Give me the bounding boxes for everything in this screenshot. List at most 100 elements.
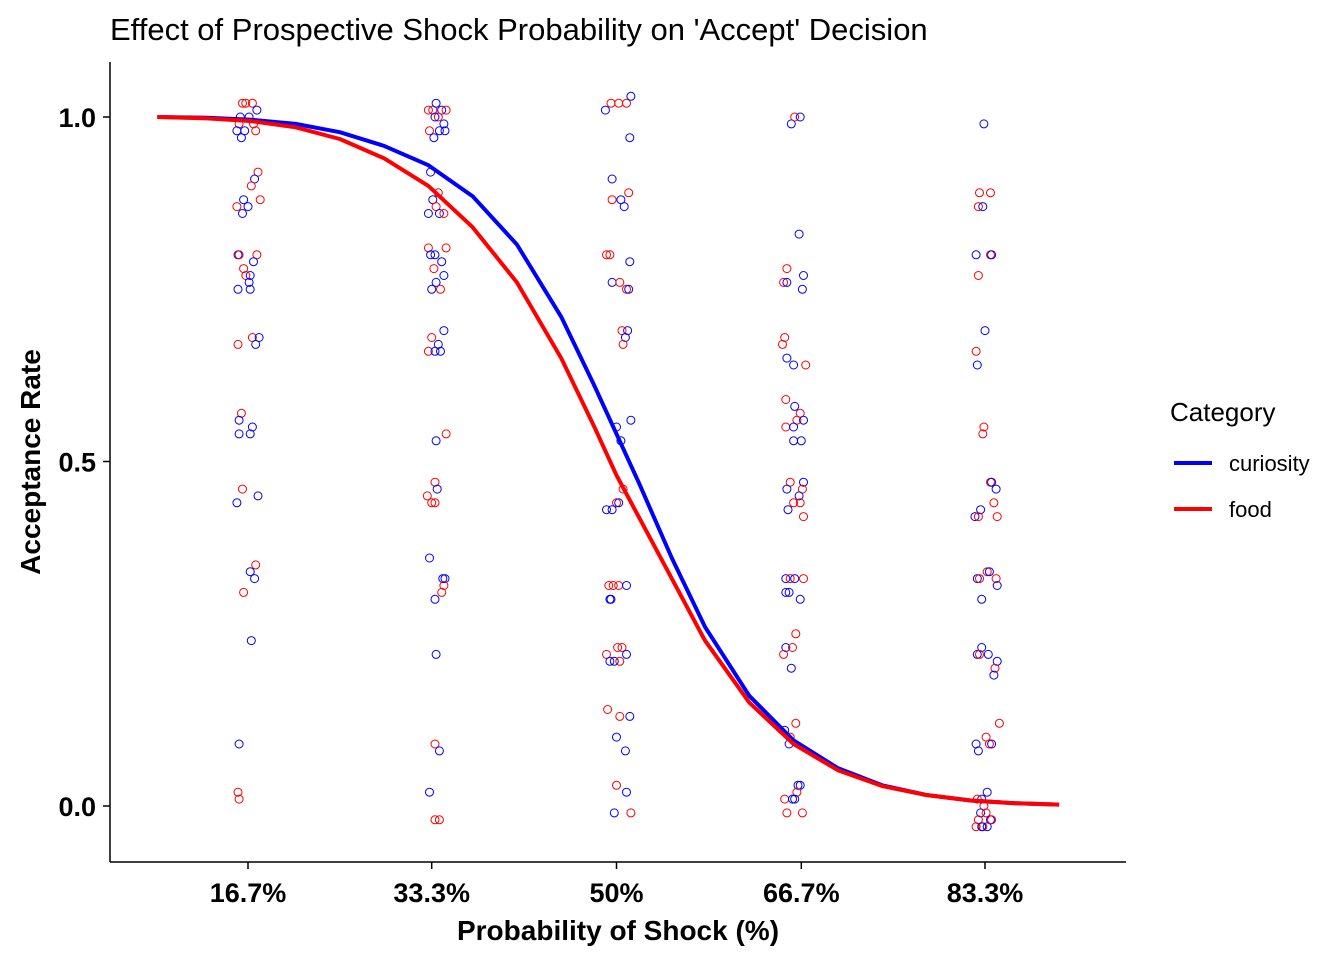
- x-tick-label: 66.7%: [763, 878, 840, 908]
- y-axis-ticks: 0.0 0.5 1.0: [58, 103, 110, 822]
- curiosity-point: [612, 732, 621, 742]
- x-axis-title: Probability of Shock (%): [457, 915, 779, 946]
- food-point: [622, 98, 631, 108]
- curiosity-point: [252, 105, 262, 115]
- food-point: [782, 264, 792, 274]
- curiosity-point: [434, 126, 444, 136]
- curiosity-point: [430, 112, 440, 122]
- curiosity-point: [622, 649, 631, 659]
- food-point: [799, 512, 808, 522]
- food-point: [603, 705, 613, 714]
- curiosity-point: [439, 119, 449, 129]
- curiosity-point: [790, 401, 800, 411]
- curiosity-point: [976, 808, 986, 818]
- curiosity-point: [607, 277, 617, 287]
- x-axis-ticks: 16.7% 33.3% 50% 66.7% 83.3%: [210, 862, 1024, 908]
- food-point: [241, 98, 251, 108]
- curiosity-point: [430, 346, 440, 356]
- curiosity-point: [614, 498, 624, 508]
- curiosity-point: [247, 422, 257, 432]
- food-fit-curve: [157, 115, 1060, 807]
- legend: Category curiosity food: [1170, 397, 1310, 522]
- curiosity-point: [244, 277, 254, 287]
- food-point: [434, 815, 444, 825]
- food-point: [801, 360, 811, 370]
- food-point: [239, 264, 249, 274]
- curiosity-point: [977, 594, 987, 604]
- curiosity-point: [979, 119, 989, 129]
- food-point: [246, 181, 256, 191]
- curiosity-point: [439, 326, 449, 336]
- food-point: [608, 581, 618, 590]
- curiosity-point: [790, 574, 800, 584]
- curiosity-point: [987, 739, 997, 749]
- curiosity-point: [795, 112, 805, 122]
- curiosity-point: [236, 133, 246, 143]
- data-points: [232, 91, 1004, 832]
- food-point: [994, 718, 1004, 728]
- food-point: [429, 264, 439, 274]
- food-point: [615, 711, 625, 721]
- x-tick-label: 50%: [589, 878, 643, 908]
- y-tick-label: 0.5: [58, 448, 96, 478]
- y-axis-title: Acceptance Rate: [15, 349, 46, 575]
- curiosity-point: [781, 587, 791, 597]
- food-point: [427, 498, 437, 508]
- curiosity-point: [794, 491, 804, 501]
- curiosity-point: [602, 505, 611, 515]
- curiosity-point: [622, 581, 631, 590]
- curiosity-point: [440, 574, 450, 584]
- curiosity-point: [431, 436, 441, 446]
- food-point: [612, 780, 621, 790]
- curiosity-point: [429, 133, 439, 143]
- curiosity-point: [232, 498, 242, 508]
- curiosity-point: [983, 649, 993, 659]
- food-point: [778, 339, 787, 349]
- food-point: [984, 739, 994, 749]
- food-point: [233, 339, 243, 349]
- food-point: [973, 202, 983, 212]
- curiosity-point: [972, 360, 982, 370]
- food-point: [425, 126, 434, 136]
- curiosity-point: [797, 284, 807, 294]
- curiosity-point: [619, 202, 629, 212]
- food-point: [781, 395, 791, 404]
- food-point: [618, 339, 628, 349]
- food-point: [427, 333, 437, 342]
- food-point: [238, 98, 247, 108]
- curiosity-point: [234, 429, 244, 439]
- x-tick-label: 16.7%: [210, 878, 287, 908]
- curiosity-point: [784, 587, 794, 597]
- curiosity-point: [973, 746, 983, 756]
- curiosity-point: [439, 271, 449, 280]
- food-point: [791, 629, 801, 639]
- food-point: [989, 498, 999, 508]
- curiosity-point: [238, 209, 247, 218]
- food-point: [791, 718, 801, 728]
- food-point: [441, 243, 451, 253]
- curiosity-point: [799, 415, 808, 425]
- food-point: [437, 587, 447, 597]
- food-point: [971, 822, 981, 832]
- food-point: [238, 484, 247, 494]
- food-point: [255, 195, 265, 205]
- food-point: [441, 429, 451, 439]
- curiosity-point: [799, 271, 808, 280]
- curiosity-point: [625, 133, 635, 143]
- curiosity-point: [796, 436, 806, 446]
- curiosity-point: [976, 505, 986, 515]
- y-tick-label: 0.0: [58, 792, 96, 822]
- food-point: [239, 587, 249, 597]
- food-point: [606, 98, 616, 108]
- curiosity-point: [423, 209, 433, 218]
- curiosity-point: [232, 126, 242, 136]
- food-point: [979, 422, 989, 432]
- food-point: [973, 512, 983, 522]
- curiosity-point: [246, 636, 256, 646]
- x-tick-label: 83.3%: [947, 878, 1024, 908]
- curiosity-point: [239, 195, 249, 205]
- food-point: [971, 346, 981, 356]
- food-point: [987, 815, 997, 825]
- food-point: [602, 250, 611, 260]
